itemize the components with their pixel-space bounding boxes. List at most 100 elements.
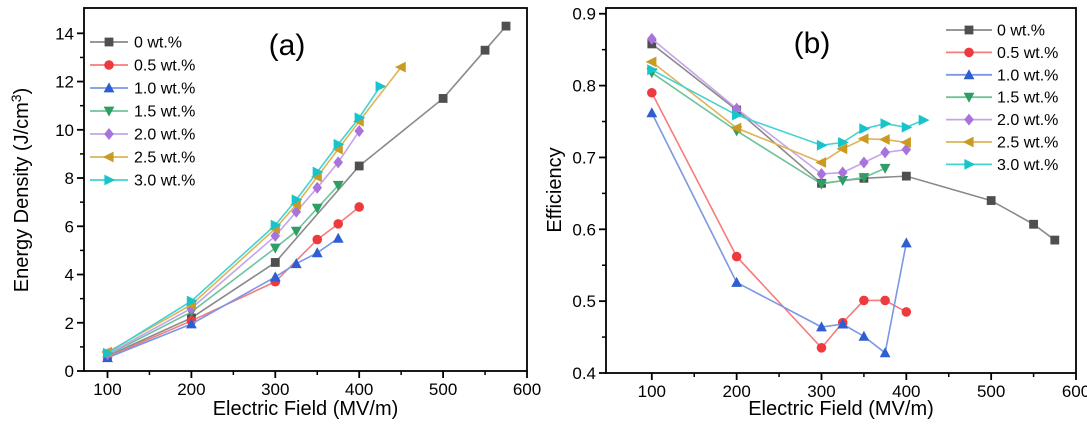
data-point-marker xyxy=(901,121,913,133)
legend-marker xyxy=(964,47,974,58)
legend-item-3-0-wt: 3.0 wt.% xyxy=(90,173,195,190)
data-point-marker xyxy=(836,143,848,155)
legend-marker xyxy=(103,82,115,93)
data-point-marker xyxy=(102,347,114,359)
panel-label: (a) xyxy=(269,29,306,62)
data-point-marker xyxy=(1050,235,1060,245)
legend-marker xyxy=(963,69,975,80)
x-tick-label: 200 xyxy=(722,382,750,401)
data-point-marker xyxy=(394,61,406,73)
x-tick-label: 300 xyxy=(807,382,835,401)
data-point-marker xyxy=(270,258,280,267)
legend-item-2-0-wt: 2.0 wt.% xyxy=(946,112,1058,129)
data-point-marker xyxy=(647,32,657,45)
data-point-marker xyxy=(186,302,197,315)
data-point-marker xyxy=(438,94,448,103)
data-point-marker xyxy=(290,226,302,237)
data-point-marker xyxy=(857,133,869,145)
data-point-marker xyxy=(859,156,869,169)
legend-marker xyxy=(964,25,974,35)
legend-label: 2.5 wt.% xyxy=(134,150,195,167)
legend: 0 wt.% 0.5 wt.% 1.0 wt.% 1.5 wt.% 2.0 wt.% 2.… xyxy=(90,35,195,190)
data-point-marker xyxy=(332,180,344,191)
series-line xyxy=(107,184,339,356)
x-tick-label: 500 xyxy=(429,380,457,399)
series-3-0-wt xyxy=(102,80,387,359)
legend-marker xyxy=(104,37,114,47)
data-point-marker xyxy=(269,271,281,282)
x-axis-title: Electric Field (MV/m) xyxy=(213,398,399,420)
legend-label: 0 wt.% xyxy=(997,23,1045,40)
legend-item-2-5-wt: 2.5 wt.% xyxy=(946,135,1058,152)
data-point-marker xyxy=(732,109,743,121)
y-tick-label: 0.4 xyxy=(572,364,596,383)
y-tick-label: 0.9 xyxy=(572,5,596,24)
y-tick-label: 0.5 xyxy=(572,292,596,311)
data-point-marker xyxy=(354,125,364,138)
legend-item-2-0-wt: 2.0 wt.% xyxy=(90,127,195,144)
legend-label: 3.0 wt.% xyxy=(134,173,195,190)
legend-item-1-5-wt: 1.5 wt.% xyxy=(90,104,195,121)
legend-item-1-5-wt: 1.5 wt.% xyxy=(946,90,1058,107)
panel-label: (b) xyxy=(794,27,831,60)
data-point-marker xyxy=(480,45,490,55)
legend-label: 3.0 wt.% xyxy=(997,157,1058,174)
data-point-marker xyxy=(838,136,849,148)
legend-marker xyxy=(104,174,116,186)
x-tick-label: 100 xyxy=(638,382,666,401)
series-2-5-wt xyxy=(645,56,911,168)
data-point-marker xyxy=(312,181,323,194)
data-point-marker xyxy=(647,87,657,98)
data-point-marker xyxy=(918,114,930,126)
y-axis-title: Energy Density (J/cm3) xyxy=(8,88,33,293)
data-point-marker xyxy=(816,343,827,353)
x-tick-label: 600 xyxy=(1062,382,1087,401)
data-point-marker xyxy=(333,138,345,150)
axis-frame xyxy=(83,7,528,372)
data-point-marker xyxy=(837,176,849,187)
data-point-marker xyxy=(878,134,890,145)
data-point-marker xyxy=(859,123,871,135)
legend-label: 0 wt.% xyxy=(134,35,182,52)
data-point-marker xyxy=(816,139,828,151)
data-point-marker xyxy=(837,318,849,329)
x-tick-label: 100 xyxy=(93,380,121,399)
data-point-marker xyxy=(880,295,890,306)
y-tick-label: 4 xyxy=(65,266,74,285)
series-line xyxy=(651,112,908,355)
series-line xyxy=(107,66,402,353)
panel-a: 100 200 300 400 500 600 0 2 4 6 8 10 12 14 Electric Fi… xyxy=(8,7,541,420)
legend-label: 2.5 wt.% xyxy=(997,135,1058,152)
data-point-marker xyxy=(354,112,366,124)
x-tick-label: 500 xyxy=(977,382,1005,401)
panel-b: 100 200 300 400 500 600 0.4 0.5 0.6 0.7 0.8 0.9 Elec… xyxy=(544,5,1087,420)
legend-marker xyxy=(963,92,975,103)
data-point-marker xyxy=(815,157,827,168)
legend-label: 1.5 wt.% xyxy=(997,90,1058,107)
data-point-marker xyxy=(290,258,302,269)
legend-item-2-5-wt: 2.5 wt.% xyxy=(90,150,195,167)
data-point-marker xyxy=(312,166,324,178)
y-tick-label: 2 xyxy=(65,314,74,333)
x-tick-label: 400 xyxy=(345,380,373,399)
series-line xyxy=(107,206,360,358)
data-point-marker xyxy=(879,163,891,174)
data-point-marker xyxy=(879,347,891,358)
data-point-marker xyxy=(270,229,281,242)
legend-marker xyxy=(103,106,115,117)
legend-item-1-0-wt: 1.0 wt.% xyxy=(90,81,195,98)
data-point-marker xyxy=(880,118,892,130)
x-tick-label: 300 xyxy=(261,380,289,399)
data-point-marker xyxy=(816,321,827,332)
data-point-marker xyxy=(312,234,323,245)
axis-frame xyxy=(605,7,1077,374)
series-line xyxy=(651,69,924,147)
data-point-marker xyxy=(986,196,996,205)
legend-item-1-0-wt: 1.0 wt.% xyxy=(946,67,1058,84)
data-point-marker xyxy=(291,194,303,206)
data-point-marker xyxy=(880,146,890,159)
series-3-0-wt xyxy=(647,64,930,151)
data-point-marker xyxy=(858,173,870,184)
legend-marker xyxy=(102,151,114,163)
